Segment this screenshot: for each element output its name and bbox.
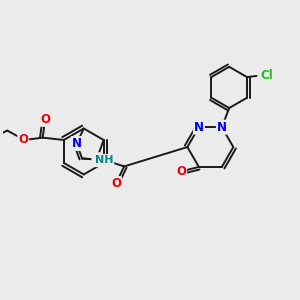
Text: N: N [217,121,227,134]
Text: O: O [40,113,50,126]
Text: O: O [111,177,121,190]
Text: N: N [194,121,204,134]
Text: NH: NH [95,155,113,165]
Text: O: O [18,134,28,146]
Text: N: N [72,137,82,150]
Text: O: O [176,165,186,178]
Text: Cl: Cl [260,69,273,82]
Text: S: S [92,153,101,166]
